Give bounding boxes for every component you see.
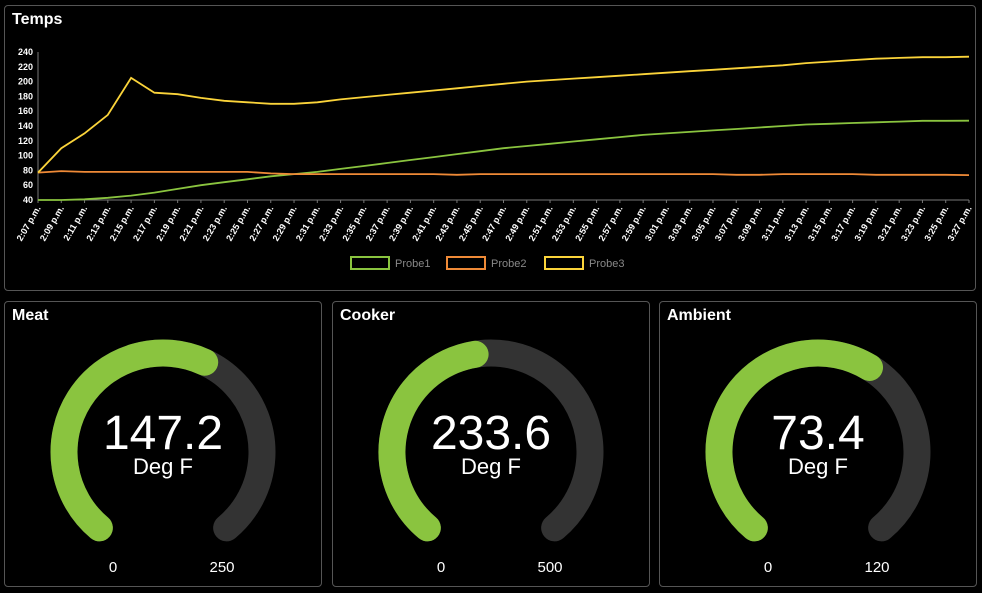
gauge-max: 120 (864, 559, 890, 576)
y-tick-label: 160 (18, 106, 33, 116)
gauge-ambient-dial (705, 339, 931, 542)
gauge-cooker: Cooker 233.6 Deg F 0 500 (332, 301, 650, 587)
gauge-meat-dial (50, 339, 276, 542)
gauge-value: 147.2 (102, 407, 224, 460)
chart-title: Temps (12, 11, 63, 28)
gauge-min: 0 (436, 559, 446, 576)
gauge-fill (50, 339, 219, 542)
gauge-ambient: Ambient 73.4 Deg F 0 120 (659, 301, 977, 587)
gauge-max: 250 (209, 559, 235, 576)
series-line-probe2 (37, 170, 970, 176)
y-tick-label: 80 (23, 165, 33, 175)
gauge-fill (378, 340, 489, 542)
gauge-value: 73.4 (771, 407, 865, 460)
y-tick-label: 240 (18, 47, 33, 57)
y-tick-label: 120 (18, 136, 33, 146)
legend-label-probe3: Probe3 (589, 258, 624, 270)
gauge-value: 233.6 (430, 407, 552, 460)
y-tick-label: 40 (23, 195, 33, 205)
gauge-max: 500 (537, 559, 563, 576)
y-tick-label: 200 (18, 77, 33, 87)
legend-label-probe1: Probe1 (395, 258, 430, 270)
gauge-unit: Deg F (788, 454, 848, 479)
gauge-min: 0 (763, 559, 773, 576)
gauge-title: Ambient (667, 307, 731, 324)
y-tick-label: 220 (18, 62, 33, 72)
legend-swatch-probe3 (544, 256, 584, 270)
legend-label-probe2: Probe2 (491, 258, 526, 270)
gauge-unit: Deg F (133, 454, 193, 479)
gauge-cooker-dial (378, 339, 604, 542)
gauge-title: Meat (12, 307, 49, 324)
y-tick-label: 140 (18, 121, 33, 131)
y-tick-label: 180 (18, 91, 33, 101)
gauge-meat: Meat 147.2 Deg F 0 250 (4, 301, 322, 587)
legend-swatch-probe2 (446, 256, 486, 270)
series-line-probe1 (38, 119, 970, 201)
gauge-min: 0 (108, 559, 118, 576)
gauge-title: Cooker (340, 307, 396, 324)
legend-swatch-probe1 (350, 256, 390, 270)
y-tick-label: 60 (23, 180, 33, 190)
y-tick-label: 100 (18, 151, 33, 161)
gauge-fill (705, 339, 884, 542)
gauge-unit: Deg F (461, 454, 521, 479)
series-line-probe3 (37, 55, 970, 174)
temps-chart-panel: Temps 40 60 80 100 120 140 160 180 200 220 240 2:07… (4, 5, 976, 291)
